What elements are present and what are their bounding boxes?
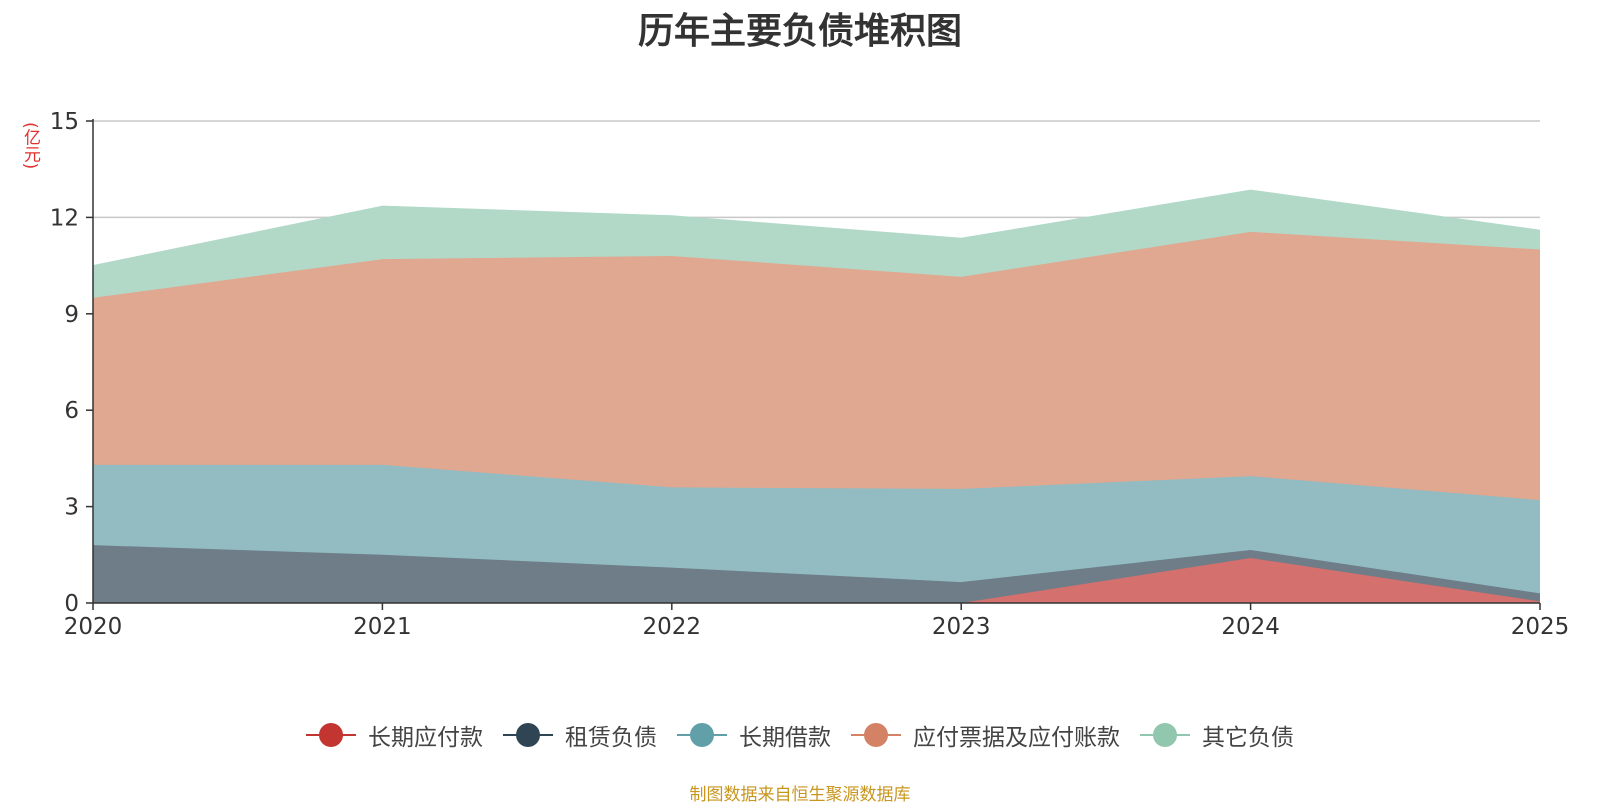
legend-item-0[interactable]: 长期应付款	[306, 718, 483, 752]
legend-label: 应付票据及应付账款	[913, 725, 1120, 751]
x-tick-label: 2022	[643, 614, 702, 640]
y-tick-label: 15	[50, 109, 79, 135]
legend: 长期应付款 租赁负债 长期借款 应付票据及应付账款 其它负债	[0, 718, 1600, 752]
y-tick-label: 0	[64, 591, 79, 617]
legend-marker-icon	[851, 722, 901, 748]
area-series-1	[93, 545, 1540, 603]
legend-marker-icon	[677, 722, 727, 748]
chart-title: 历年主要负债堆积图	[637, 11, 962, 52]
legend-label: 长期借款	[739, 725, 831, 751]
area-series-4	[93, 190, 1540, 298]
y-tick-label: 3	[64, 495, 79, 521]
area-series-2	[93, 464, 1540, 594]
legend-item-2[interactable]: 长期借款	[677, 718, 831, 752]
y-tick-label: 9	[64, 302, 79, 328]
axes: 0 3 6 9 12 15 2020 2021 2022 2023 2024 2025	[50, 109, 1570, 640]
stacked-area-chart: 0 3 6 9 12 15 2020 2021 2022 2023 2024 2025	[50, 109, 1570, 640]
legend-marker-icon	[503, 722, 553, 748]
legend-item-1[interactable]: 租赁负债	[503, 718, 657, 752]
x-tick-label: 2023	[932, 614, 991, 640]
y-tick-label: 6	[64, 398, 79, 424]
legend-label: 租赁负债	[565, 725, 657, 751]
x-tick-label: 2020	[64, 614, 123, 640]
x-tick-label: 2025	[1511, 614, 1570, 640]
y-tick-label: 12	[50, 205, 79, 231]
legend-marker-icon	[306, 722, 356, 748]
data-source-note: 制图数据来自恒生聚源数据库	[689, 785, 911, 805]
legend-marker-icon	[1140, 722, 1190, 748]
x-tick-label: 2021	[353, 614, 412, 640]
line-series-4	[92, 189, 1541, 267]
legend-item-3[interactable]: 应付票据及应付账款	[851, 718, 1120, 752]
area-series-3	[93, 231, 1540, 501]
legend-label: 其它负债	[1202, 725, 1294, 751]
series-areas	[92, 189, 1541, 604]
legend-item-4[interactable]: 其它负债	[1140, 718, 1294, 752]
x-tick-label: 2024	[1221, 614, 1280, 640]
legend-label: 长期应付款	[368, 725, 483, 751]
y-axis-unit-label: (亿元)	[20, 122, 40, 170]
